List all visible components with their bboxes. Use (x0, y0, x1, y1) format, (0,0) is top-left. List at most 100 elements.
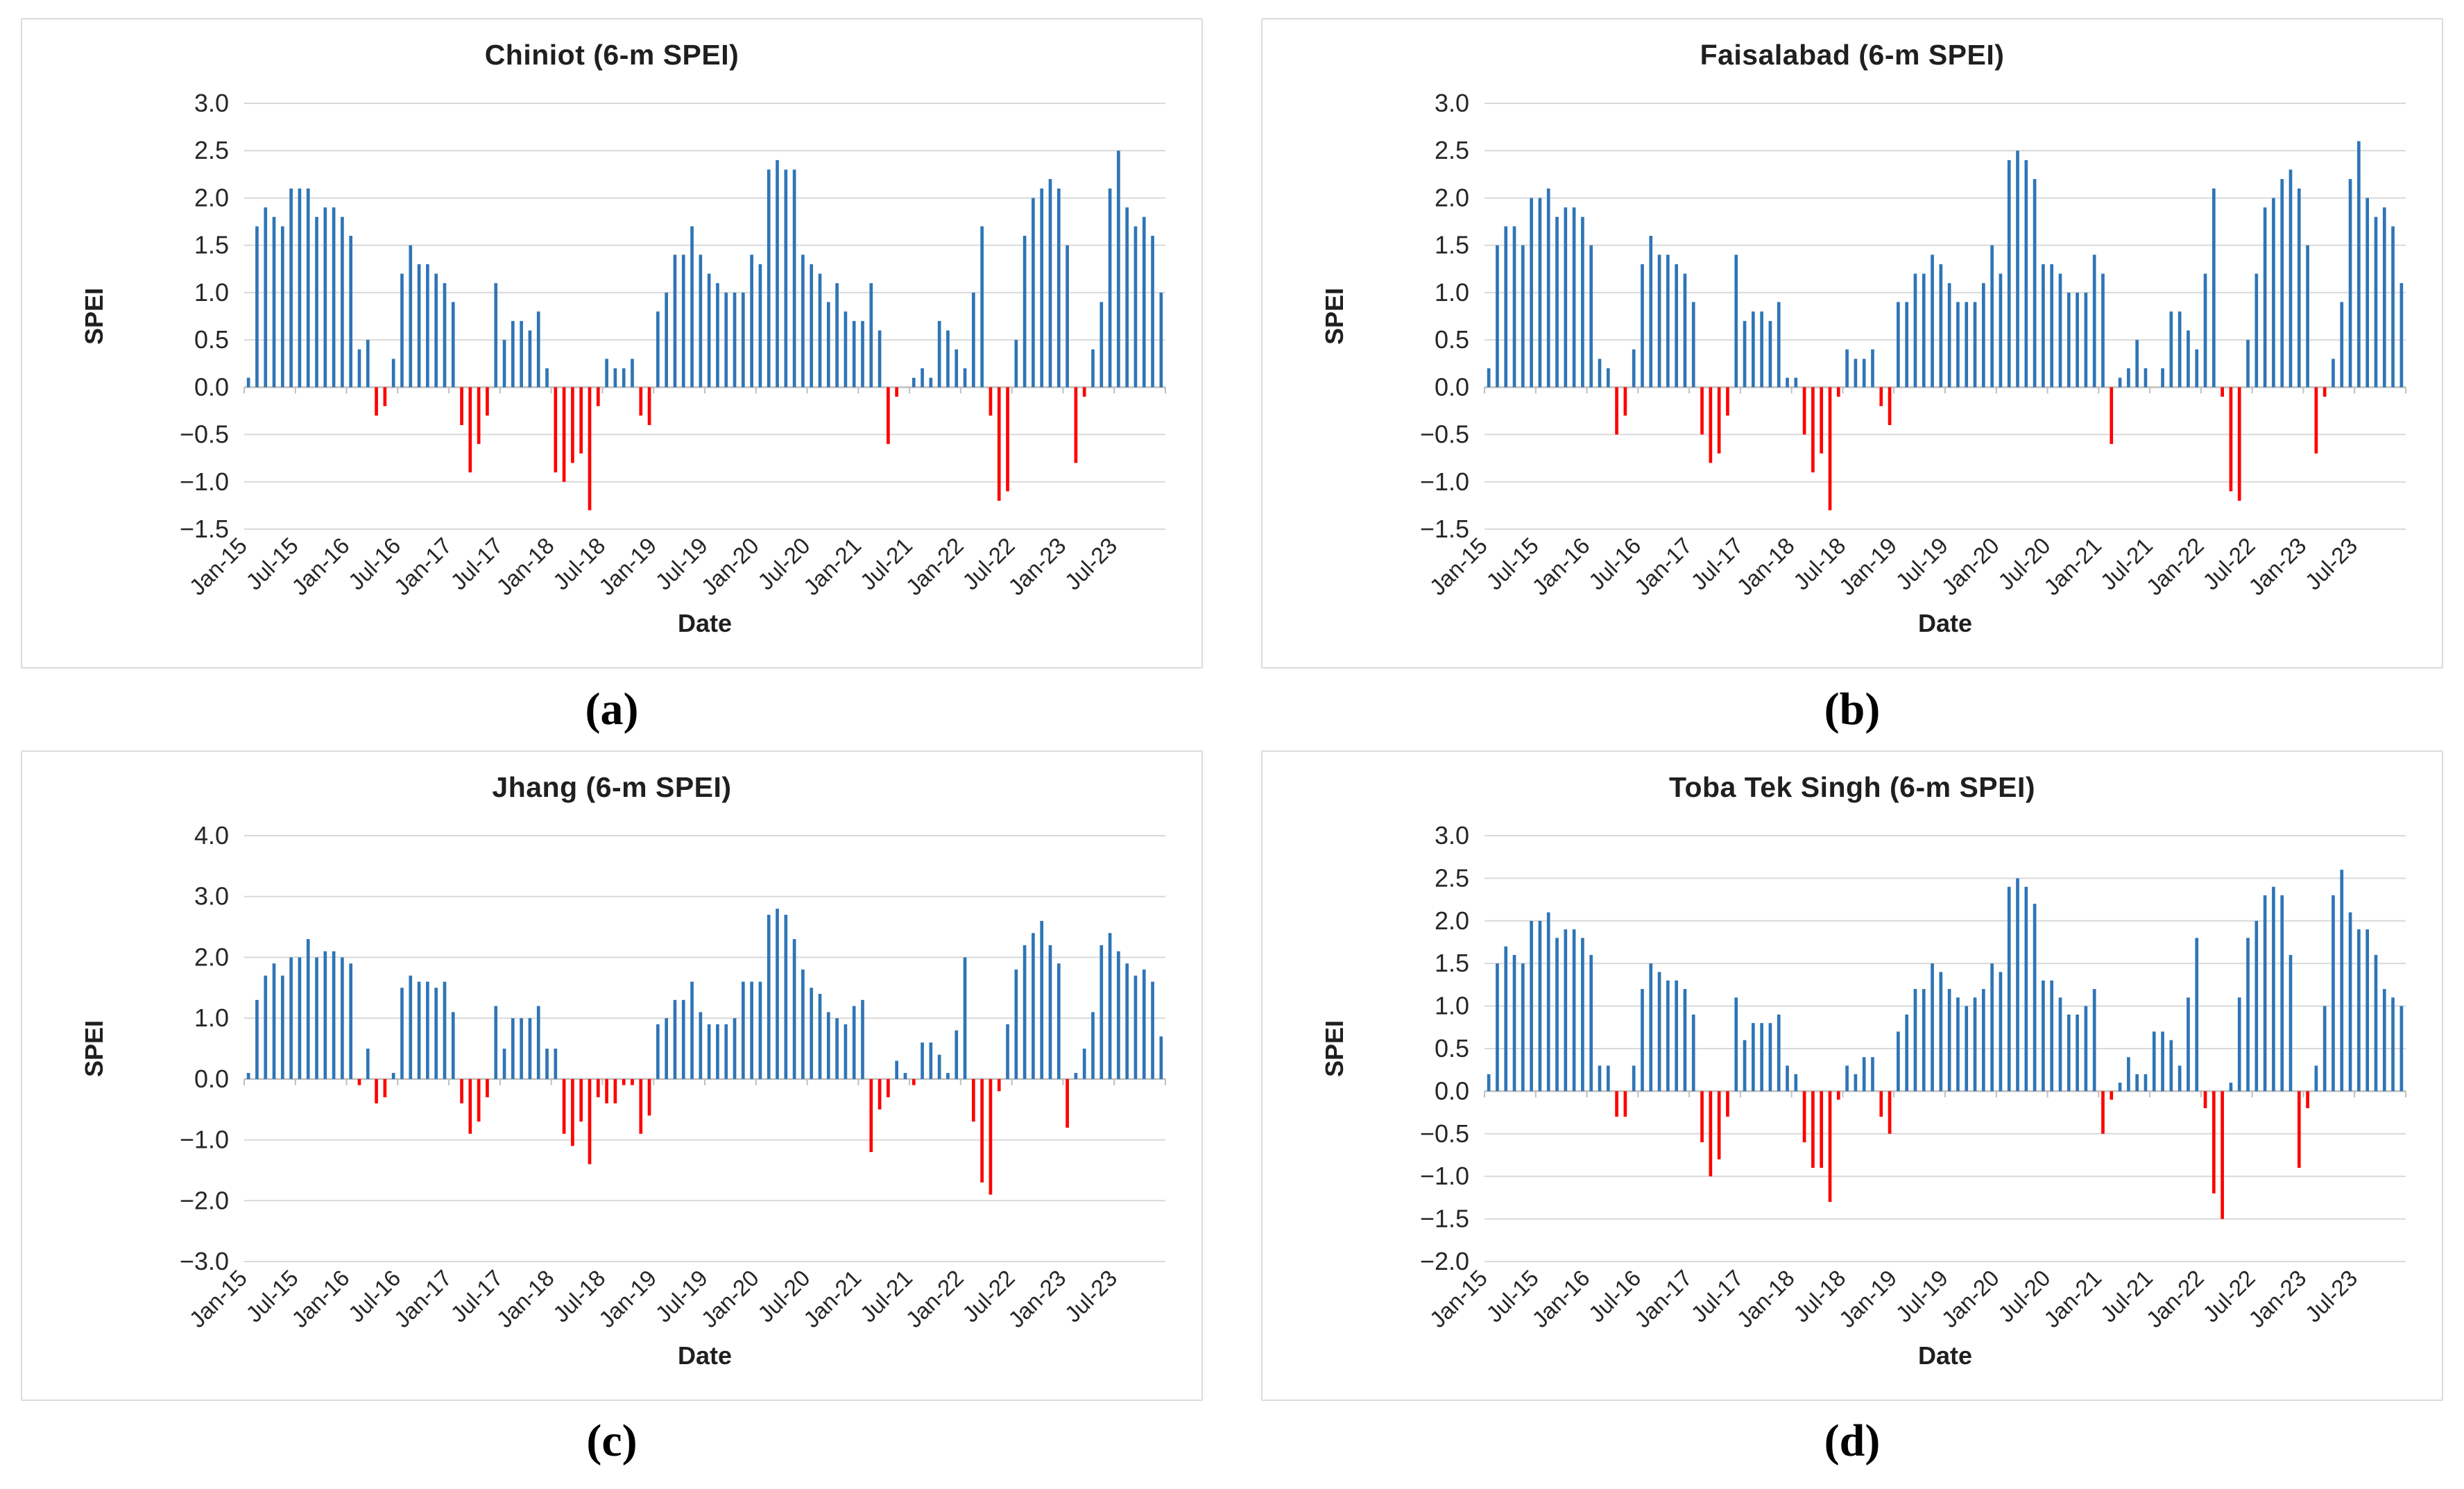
bar-positive (2024, 886, 2028, 1091)
bar-positive (852, 320, 856, 388)
bar-negative (2221, 387, 2224, 397)
x-tick-label: Jan-20 (696, 533, 764, 601)
bar-positive (2135, 1074, 2139, 1091)
bar-positive (298, 188, 302, 388)
y-tick-label: 0.0 (194, 372, 229, 401)
x-tick-label: Jan-16 (1527, 1264, 1595, 1332)
bar-negative (2101, 1090, 2105, 1134)
y-tick-label: 3.0 (1435, 89, 1469, 117)
bar-positive (1023, 945, 1027, 1079)
bar-positive (1734, 997, 1738, 1091)
bar-positive (2246, 340, 2250, 388)
bar-positive (1014, 969, 1018, 1079)
bar-negative (887, 1078, 890, 1097)
bar-positive (2144, 1074, 2148, 1091)
bar-positive (1040, 188, 1044, 388)
bar-positive (665, 1017, 669, 1079)
bar-positive (835, 1017, 839, 1079)
y-tick-label: −1.5 (1420, 1204, 1469, 1232)
bar-positive (1538, 920, 1542, 1091)
bar-negative (562, 1078, 566, 1134)
bar-negative (375, 1078, 378, 1103)
x-tick-label: Jul-23 (1060, 1264, 1122, 1327)
subfigure-caption-c: (c) (586, 1415, 638, 1467)
bar-positive (1965, 1006, 1969, 1091)
bar-negative (383, 387, 387, 406)
bar-positive (844, 1024, 848, 1079)
bar-positive (2195, 349, 2199, 388)
bar-positive (366, 1048, 370, 1079)
bar-negative (383, 1078, 387, 1097)
bar-negative (971, 1078, 975, 1121)
x-tick-label: Jan-22 (900, 1264, 968, 1332)
bar-positive (1564, 207, 1568, 388)
y-tick-label: 2.0 (1435, 183, 1469, 212)
bar-positive (1496, 245, 1499, 388)
bar-positive (1649, 963, 1653, 1091)
y-tick-label: −3.0 (180, 1247, 229, 1275)
bar-negative (562, 387, 566, 482)
bar-positive (1675, 980, 1679, 1091)
x-tick-label: Jan-18 (1731, 1264, 1799, 1332)
bar-positive (280, 975, 284, 1079)
bar-positive (2399, 283, 2404, 388)
bar-positive (1751, 311, 1755, 388)
bar-positive (801, 969, 805, 1079)
bar-positive (1862, 359, 1866, 388)
bar-positive (2365, 929, 2370, 1091)
bar-positive (1572, 929, 1576, 1091)
bar-positive (1151, 236, 1154, 388)
bar-negative (1828, 1090, 1832, 1202)
bar-negative (1820, 1090, 1824, 1168)
bar-positive (1931, 963, 1934, 1091)
bar-positive (776, 160, 779, 388)
bar-positive (946, 1072, 950, 1079)
bar-negative (1802, 387, 1806, 435)
bar-positive (1897, 302, 1900, 388)
bar-positive (1981, 283, 1985, 388)
bar-positive (2118, 1082, 2122, 1091)
bar-positive (758, 264, 762, 388)
bar-negative (2203, 1090, 2207, 1108)
bar-positive (2211, 188, 2216, 388)
bar-positive (1572, 207, 1576, 388)
bar-positive (1845, 349, 1849, 388)
bar-positive (2399, 1006, 2404, 1091)
bar-negative (912, 1078, 916, 1085)
x-tick-label: Jul-23 (2300, 533, 2363, 595)
bar-positive (1048, 945, 1052, 1079)
bar-positive (1589, 954, 1593, 1091)
bar-positive (502, 340, 506, 388)
bar-positive (2280, 179, 2284, 388)
bar-positive (767, 914, 771, 1079)
bar-positive (767, 169, 771, 388)
bar-negative (997, 1078, 1001, 1091)
bar-positive (366, 340, 370, 388)
bar-positive (1100, 945, 1104, 1079)
bar-positive (502, 1048, 506, 1079)
bar-positive (1091, 1011, 1095, 1079)
bar-positive (1743, 1040, 1747, 1091)
bar-positive (2033, 903, 2037, 1091)
y-tick-label: −0.5 (180, 420, 229, 449)
bar-positive (554, 1048, 558, 1079)
bar-negative (631, 1078, 634, 1085)
x-axis-label: Date (678, 609, 732, 637)
bar-positive (1743, 320, 1747, 388)
bar-negative (1006, 387, 1009, 492)
bar-positive (1999, 273, 2003, 388)
bar-positive (1956, 997, 1960, 1091)
x-tick-label: Jan-17 (389, 533, 457, 601)
bar-positive (1555, 937, 1559, 1091)
caption-row-d: (d) (1261, 1405, 2443, 1477)
bar-negative (486, 1078, 489, 1097)
chart-canvas-chiniot: 3.0 2.5 2.0 1.5 1.0 0.5 0.0 −0.5 −1.0 −1.5 Jan-15 J… (29, 71, 1195, 640)
x-tick-label: Jan-20 (1936, 1264, 2004, 1332)
bar-positive (1117, 951, 1120, 1079)
x-tick-label: Jan-16 (1527, 533, 1595, 601)
bar-positive (1032, 932, 1035, 1079)
bar-positive (349, 963, 353, 1079)
bar-positive (1504, 946, 1508, 1091)
bar-positive (1641, 264, 1644, 388)
